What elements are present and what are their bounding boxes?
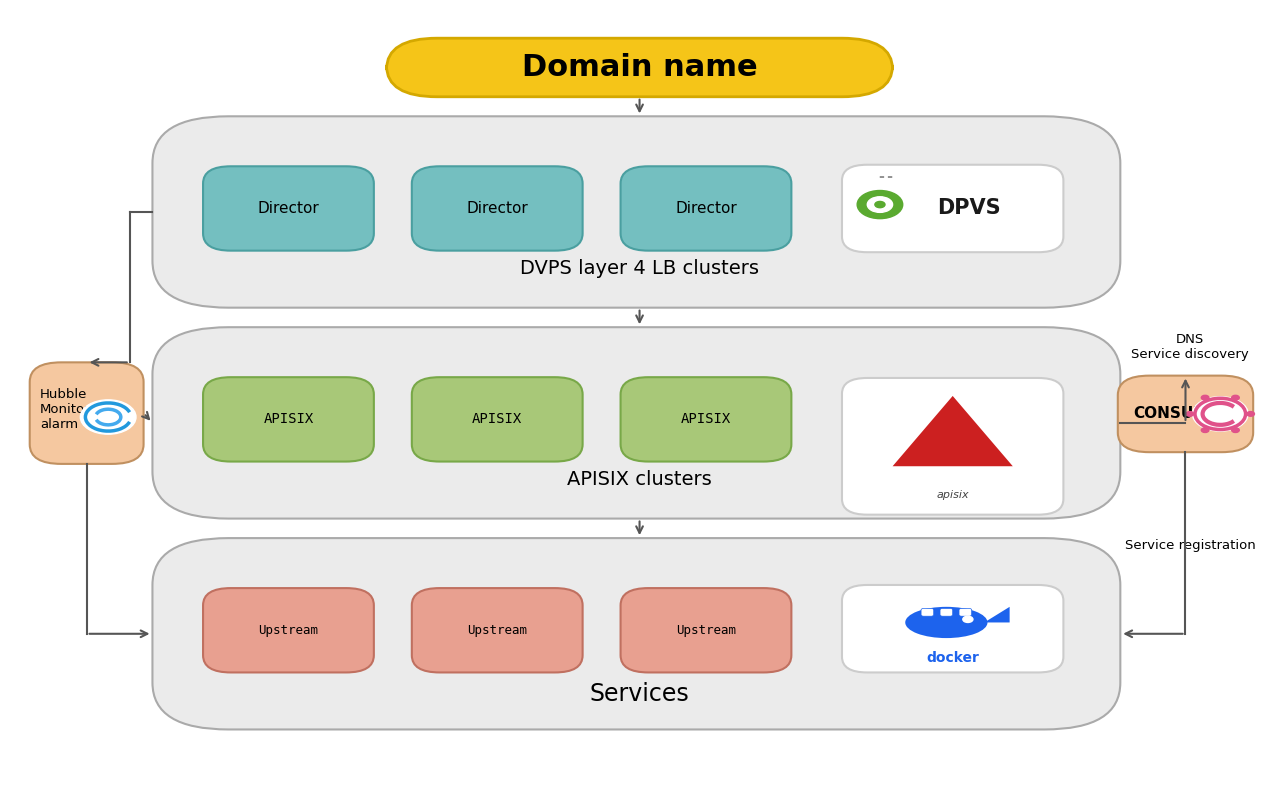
Ellipse shape: [905, 607, 987, 638]
Circle shape: [1231, 428, 1239, 432]
Text: CONSUL: CONSUL: [1133, 406, 1203, 421]
FancyBboxPatch shape: [152, 328, 1120, 518]
FancyBboxPatch shape: [387, 38, 892, 97]
Circle shape: [1231, 395, 1239, 400]
Polygon shape: [984, 607, 1010, 622]
Text: Hubble
Monitoring
alarm: Hubble Monitoring alarm: [40, 388, 111, 431]
Text: Director: Director: [257, 201, 319, 216]
FancyBboxPatch shape: [152, 116, 1120, 308]
Polygon shape: [892, 396, 1012, 466]
Text: Upstream: Upstream: [676, 624, 736, 637]
Circle shape: [1193, 397, 1248, 431]
Text: Upstream: Upstream: [259, 624, 319, 637]
Text: DNS
Service discovery: DNS Service discovery: [1132, 333, 1249, 361]
Text: Domain name: Domain name: [522, 53, 758, 82]
FancyBboxPatch shape: [412, 166, 582, 250]
Text: docker: docker: [927, 651, 979, 665]
Text: DVPS layer 4 LB clusters: DVPS layer 4 LB clusters: [520, 259, 759, 278]
Text: APISIX clusters: APISIX clusters: [567, 470, 712, 489]
Text: APISIX: APISIX: [264, 413, 314, 426]
FancyBboxPatch shape: [842, 378, 1064, 514]
Circle shape: [868, 196, 892, 212]
Text: Director: Director: [675, 201, 737, 216]
FancyBboxPatch shape: [842, 585, 1064, 673]
Circle shape: [81, 400, 136, 434]
FancyBboxPatch shape: [922, 608, 933, 616]
FancyBboxPatch shape: [621, 166, 791, 250]
FancyBboxPatch shape: [29, 363, 143, 464]
Text: APISIX: APISIX: [472, 413, 522, 426]
FancyBboxPatch shape: [152, 538, 1120, 730]
FancyBboxPatch shape: [204, 588, 374, 673]
Text: Services: Services: [590, 682, 690, 706]
FancyBboxPatch shape: [621, 377, 791, 462]
FancyBboxPatch shape: [204, 377, 374, 462]
Circle shape: [876, 201, 884, 207]
Circle shape: [1202, 428, 1208, 432]
FancyBboxPatch shape: [412, 588, 582, 673]
FancyBboxPatch shape: [842, 165, 1064, 252]
FancyBboxPatch shape: [621, 588, 791, 673]
FancyBboxPatch shape: [204, 166, 374, 250]
FancyBboxPatch shape: [959, 608, 972, 616]
Text: Upstream: Upstream: [467, 624, 527, 637]
Text: = =: = =: [879, 174, 893, 180]
Circle shape: [858, 191, 902, 219]
Circle shape: [1187, 412, 1194, 417]
Circle shape: [963, 616, 973, 622]
Text: APISIX: APISIX: [681, 413, 731, 426]
Text: apisix: apisix: [937, 491, 969, 500]
Text: DPVS: DPVS: [937, 199, 1001, 219]
Text: Director: Director: [466, 201, 529, 216]
FancyBboxPatch shape: [940, 608, 952, 616]
FancyBboxPatch shape: [412, 377, 582, 462]
FancyBboxPatch shape: [1117, 375, 1253, 452]
Circle shape: [1202, 395, 1208, 400]
Circle shape: [1247, 412, 1254, 417]
Text: Service registration: Service registration: [1125, 540, 1256, 553]
